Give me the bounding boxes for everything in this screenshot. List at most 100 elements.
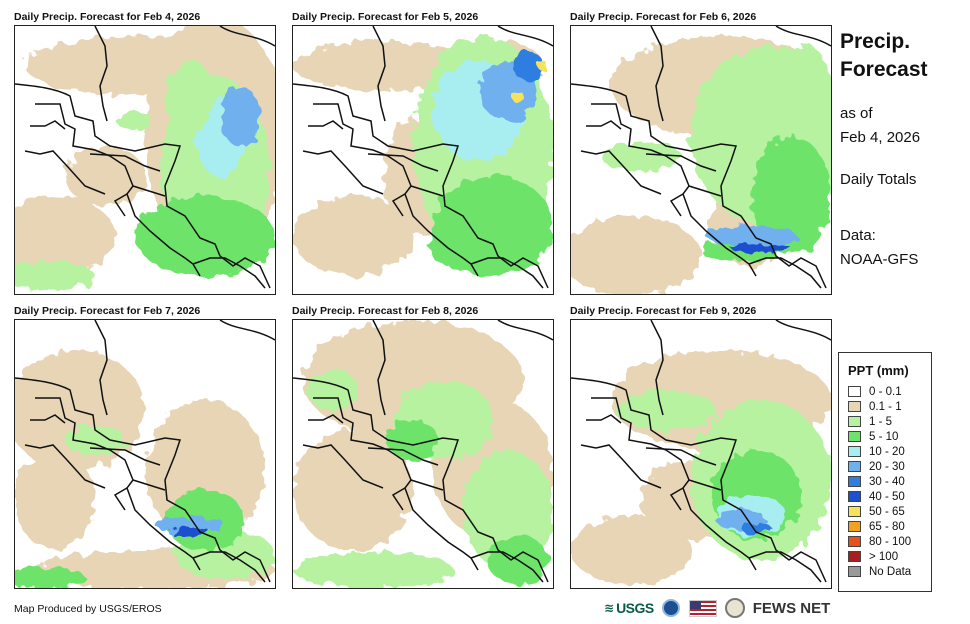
panel-title: Daily Precip. Forecast for Feb 5, 2026 bbox=[292, 11, 479, 23]
precip-map bbox=[14, 319, 276, 589]
precip-area bbox=[15, 568, 85, 588]
precip-area bbox=[15, 450, 95, 550]
legend-item: 80 - 100 bbox=[848, 534, 931, 549]
country-border bbox=[313, 397, 479, 571]
precip-map-graphic bbox=[15, 320, 275, 588]
country-border bbox=[94, 320, 108, 416]
legend-label: No Data bbox=[869, 565, 912, 578]
country-border bbox=[372, 320, 386, 416]
legend-swatch bbox=[848, 446, 861, 457]
country-border bbox=[470, 257, 544, 289]
country-border bbox=[367, 153, 444, 217]
precip-area bbox=[731, 243, 791, 253]
precip-area bbox=[741, 522, 771, 534]
precip-area bbox=[15, 196, 115, 276]
country-border bbox=[591, 103, 757, 277]
data-label: Data: bbox=[840, 227, 876, 244]
usgs-logo-text: USGS bbox=[616, 600, 654, 616]
precip-area bbox=[308, 370, 358, 410]
country-border bbox=[89, 447, 166, 511]
legend-label: 65 - 80 bbox=[869, 520, 905, 533]
precip-area bbox=[538, 61, 548, 71]
precip-map bbox=[292, 319, 554, 589]
country-border bbox=[775, 26, 831, 47]
precip-map bbox=[570, 319, 832, 589]
precip-area bbox=[388, 420, 438, 460]
country-border bbox=[35, 103, 201, 277]
precip-area bbox=[513, 51, 543, 81]
country-border bbox=[748, 257, 822, 289]
legend-swatch bbox=[848, 536, 861, 547]
legend-item: 40 - 50 bbox=[848, 489, 931, 504]
legend-swatch bbox=[848, 506, 861, 517]
precip-area bbox=[751, 136, 831, 256]
precip-area bbox=[784, 46, 828, 106]
precip-area bbox=[15, 262, 95, 290]
country-borders bbox=[293, 26, 553, 289]
precip-area bbox=[165, 61, 215, 131]
legend-item: 65 - 80 bbox=[848, 519, 931, 534]
precip-area bbox=[616, 390, 716, 430]
country-border bbox=[15, 377, 271, 583]
country-border bbox=[293, 377, 549, 583]
legend-label: 30 - 40 bbox=[869, 475, 905, 488]
precip-area bbox=[293, 430, 413, 550]
country-border bbox=[302, 414, 384, 489]
country-border bbox=[24, 414, 106, 489]
country-border bbox=[192, 257, 266, 289]
country-border bbox=[645, 447, 722, 511]
country-border bbox=[497, 26, 553, 47]
country-border bbox=[650, 320, 664, 416]
precip-map bbox=[292, 25, 554, 295]
side-title-line1: Precip. bbox=[840, 30, 911, 53]
legend-swatch bbox=[848, 431, 861, 442]
country-border bbox=[219, 26, 275, 47]
country-border bbox=[748, 551, 822, 583]
precip-map-graphic bbox=[571, 26, 831, 294]
asof-label: as of bbox=[840, 105, 873, 122]
precip-area bbox=[170, 527, 210, 537]
legend-item: No Data bbox=[848, 564, 931, 579]
legend-swatch bbox=[848, 491, 861, 502]
precip-area bbox=[117, 111, 153, 131]
totals-label: Daily Totals bbox=[840, 171, 917, 188]
legend-label: 10 - 20 bbox=[869, 445, 905, 458]
data-source: NOAA-GFS bbox=[840, 251, 919, 268]
precip-area bbox=[135, 196, 275, 276]
us-flag-icon bbox=[688, 599, 717, 617]
precip-map-graphic bbox=[293, 26, 553, 294]
country-border bbox=[470, 551, 544, 583]
precip-map bbox=[570, 25, 832, 295]
precip-map-graphic bbox=[293, 320, 553, 588]
country-border bbox=[293, 83, 549, 289]
precip-area bbox=[428, 221, 508, 271]
precip-map-graphic bbox=[571, 320, 831, 588]
country-border bbox=[775, 320, 831, 341]
noaa-logo-icon bbox=[661, 599, 680, 617]
legend-swatch bbox=[848, 461, 861, 472]
legend: PPT (mm) 0 - 0.1 0.1 - 1 1 - 5 5 - 10 10 - 2… bbox=[838, 352, 932, 592]
precip-area bbox=[513, 92, 525, 104]
country-border bbox=[192, 551, 266, 583]
legend-swatch bbox=[848, 521, 861, 532]
precip-field bbox=[293, 320, 553, 588]
country-border bbox=[89, 153, 166, 217]
credit-text: Map Produced by USGS/EROS bbox=[14, 603, 162, 615]
panel-title: Daily Precip. Forecast for Feb 9, 2026 bbox=[570, 305, 757, 317]
country-border bbox=[571, 83, 827, 289]
legend-item: 10 - 20 bbox=[848, 444, 931, 459]
country-border bbox=[650, 26, 664, 122]
country-border bbox=[591, 397, 757, 571]
country-borders bbox=[571, 320, 831, 583]
legend-label: 80 - 100 bbox=[869, 535, 912, 548]
legend-label: 5 - 10 bbox=[869, 430, 899, 443]
panel-title: Daily Precip. Forecast for Feb 6, 2026 bbox=[570, 11, 757, 23]
legend-label: 20 - 30 bbox=[869, 460, 905, 473]
legend-swatch bbox=[848, 401, 861, 412]
legend-item: 0.1 - 1 bbox=[848, 399, 931, 414]
legend-label: > 100 bbox=[869, 550, 899, 563]
precip-field bbox=[571, 320, 831, 588]
panel-title: Daily Precip. Forecast for Feb 8, 2026 bbox=[292, 305, 479, 317]
legend-item: 0 - 0.1 bbox=[848, 384, 931, 399]
precip-area bbox=[65, 425, 125, 455]
